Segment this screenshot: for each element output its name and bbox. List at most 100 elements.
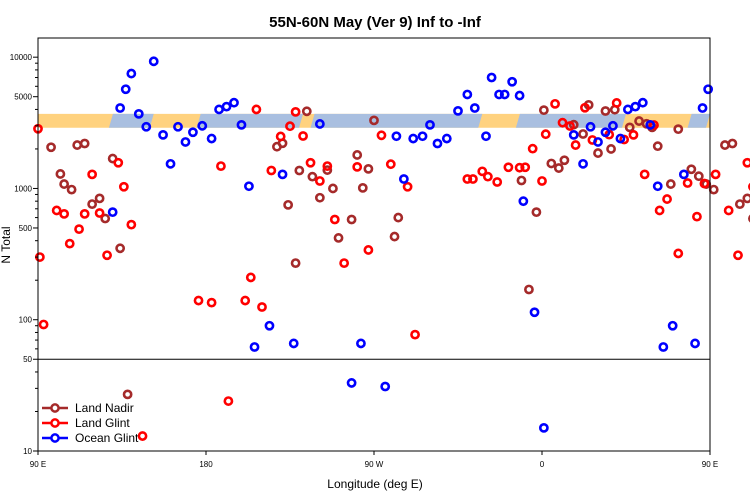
- x-axis-label: Longitude (deg E): [327, 477, 422, 491]
- land-glint-point: [733, 250, 743, 261]
- land-nadir-point: [59, 179, 70, 189]
- land-glint-point: [305, 157, 316, 168]
- land-glint-point: [482, 171, 493, 182]
- land-nadir-point: [55, 169, 66, 179]
- data-points: [33, 56, 750, 441]
- land-glint-point: [710, 169, 721, 180]
- ocean-glint-point: [678, 169, 689, 180]
- ocean-glint-point: [188, 127, 198, 138]
- land-glint-point: [503, 162, 514, 173]
- ocean-glint-point: [529, 307, 540, 318]
- land-glint-point: [126, 219, 137, 230]
- x-tick-label: 180: [199, 460, 213, 469]
- y-tick-label: 500: [19, 224, 33, 233]
- land-glint-point: [193, 295, 204, 306]
- land-glint-point: [402, 181, 413, 192]
- land-nadir-point: [72, 140, 83, 150]
- ocean-glint-point: [398, 174, 409, 184]
- ocean-glint-point: [658, 342, 669, 352]
- x-axis-ticks: 90 E 180 90 W 0 90 E: [30, 451, 718, 469]
- ocean-glint-point: [141, 121, 152, 132]
- land-glint-point: [410, 329, 420, 340]
- land-glint-point: [477, 166, 488, 177]
- land-glint-point: [570, 140, 581, 150]
- land-nadir-point: [122, 389, 133, 400]
- ocean-glint-point: [408, 133, 419, 144]
- ocean-glint-point: [486, 72, 497, 83]
- ocean-glint-point: [425, 119, 435, 130]
- ocean-glint-point: [697, 103, 708, 113]
- x-tick-label: 90 W: [365, 460, 384, 469]
- x-tick-label: 90 E: [702, 460, 718, 469]
- ocean-glint-point: [180, 137, 191, 147]
- land-glint-point: [275, 131, 286, 142]
- ocean-glint-point: [158, 129, 168, 140]
- land-glint-point: [322, 161, 333, 172]
- land-glint-point: [352, 161, 363, 172]
- y-tick-label: 10: [23, 447, 32, 456]
- ocean-glint-point: [206, 133, 217, 144]
- ocean-glint-point: [115, 103, 126, 113]
- ocean-glint-point: [608, 120, 618, 131]
- land-nadir-point: [734, 199, 745, 210]
- land-nadir-point: [553, 163, 564, 173]
- ocean-glint-point: [518, 196, 529, 207]
- land-nadir-point: [559, 155, 570, 166]
- land-glint-point: [113, 157, 124, 168]
- land-glint-point: [102, 250, 112, 261]
- land-nadir-point: [100, 213, 111, 224]
- ocean-glint-point: [637, 97, 648, 108]
- land-nadir-point: [600, 106, 611, 116]
- land-nadir-point: [665, 179, 676, 189]
- land-glint-legend-label: Land Glint: [75, 416, 130, 430]
- ocean-glint-point: [615, 133, 626, 144]
- land-glint-point: [94, 208, 105, 218]
- land-glint-point: [339, 258, 350, 269]
- land-nadir-point: [94, 193, 105, 204]
- y-tick-label: 5000: [14, 93, 32, 102]
- ocean-glint-point: [197, 120, 208, 131]
- ocean-glint-point: [600, 127, 611, 138]
- ocean-glint-point: [165, 158, 176, 169]
- land-nadir-point: [516, 175, 527, 186]
- land-glint-point: [654, 205, 665, 216]
- y-tick-label: 10000: [10, 53, 33, 62]
- ocean-glint-point: [133, 108, 144, 119]
- x-tick-label: 0: [540, 460, 545, 469]
- ocean-glint-point: [514, 90, 525, 101]
- land-glint-point: [87, 169, 98, 180]
- land-nadir-point: [652, 141, 663, 152]
- ocean-band-segment: [196, 113, 304, 128]
- land-nadir-point: [389, 231, 400, 242]
- ocean-glint-point: [236, 119, 247, 130]
- y-tick-label: 1000: [14, 184, 32, 193]
- land-nadir-point: [79, 138, 90, 149]
- ocean-glint-point: [417, 131, 428, 142]
- land-glint-point: [74, 224, 84, 235]
- ocean-glint-point: [148, 56, 159, 67]
- land-nadir-point: [727, 138, 738, 149]
- land-glint-point: [699, 178, 710, 189]
- ocean-glint-point: [277, 169, 288, 180]
- land-glint-point: [662, 194, 672, 204]
- land-nadir-point: [369, 115, 379, 126]
- land-glint-point: [363, 245, 374, 255]
- land-nadir-point: [307, 171, 318, 182]
- ocean-glint-point: [432, 138, 443, 149]
- ocean-glint-point: [249, 342, 260, 352]
- ocean-glint-point: [622, 104, 633, 115]
- ocean-glint-point: [346, 378, 357, 388]
- ocean-glint-point: [578, 158, 588, 169]
- land-glint-point: [514, 162, 525, 173]
- ocean-glint-point: [630, 101, 641, 112]
- ocean-glint-point: [568, 129, 579, 140]
- land-glint-legend-marker: [50, 418, 60, 428]
- land-nadir-point: [546, 158, 557, 169]
- land-nadir-point: [393, 212, 404, 223]
- land-nadir-point: [352, 150, 363, 160]
- land-nadir-point: [346, 214, 357, 225]
- land-nadir-point: [328, 183, 338, 194]
- land-nadir-point: [283, 199, 294, 210]
- land-nadir-point: [87, 199, 98, 210]
- land-nadir-point: [720, 140, 730, 150]
